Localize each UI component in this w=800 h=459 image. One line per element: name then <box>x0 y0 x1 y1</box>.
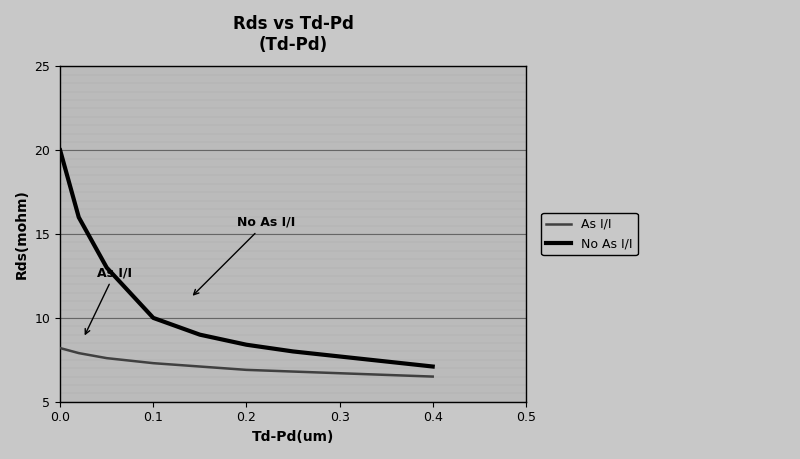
Legend: As I/I, No As I/I: As I/I, No As I/I <box>542 213 638 255</box>
Text: As I/I: As I/I <box>86 266 133 334</box>
Y-axis label: Rds(mohm): Rds(mohm) <box>15 189 29 279</box>
X-axis label: Td-Pd(um): Td-Pd(um) <box>252 430 334 444</box>
Title: Rds vs Td-Pd
(Td-Pd): Rds vs Td-Pd (Td-Pd) <box>233 15 354 54</box>
Text: No As I/I: No As I/I <box>194 216 295 295</box>
